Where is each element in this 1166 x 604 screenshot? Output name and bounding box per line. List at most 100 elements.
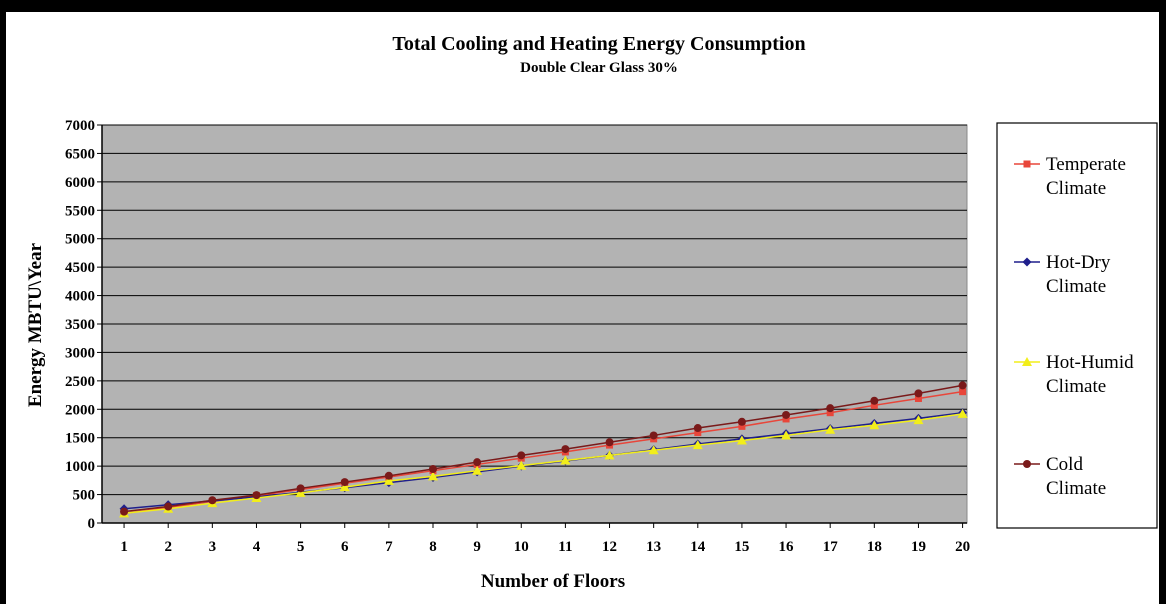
data-point: [648, 445, 659, 455]
y-tick-label: 3500: [65, 317, 95, 333]
x-tick-label: 1: [120, 539, 128, 555]
x-tick-label: 12: [602, 539, 617, 555]
data-point: [959, 388, 967, 396]
y-tick-label: 5500: [65, 203, 95, 219]
x-tick-label: 8: [429, 539, 437, 555]
data-point: [958, 381, 967, 390]
data-point: [164, 502, 173, 511]
data-point: [737, 417, 746, 426]
y-tick-label: 7000: [65, 118, 95, 134]
data-point: [252, 491, 261, 500]
data-point: [694, 429, 702, 437]
data-point: [914, 394, 922, 402]
x-tick-label: 19: [911, 539, 926, 555]
y-tick-label: 1000: [65, 459, 95, 475]
series-cold-climate: [120, 381, 967, 516]
x-tick-label: 3: [209, 539, 217, 555]
y-tick-label: 6500: [65, 146, 95, 162]
data-point: [649, 431, 658, 440]
x-tick-label: 18: [867, 539, 882, 555]
data-point: [870, 401, 878, 409]
y-axis-label: Energy MBTU\Year: [25, 242, 46, 407]
x-tick-label: 10: [514, 539, 529, 555]
legend-item-hot-humid-climate: Hot-Humid Climate: [1014, 352, 1134, 397]
x-tick-label: 15: [734, 539, 749, 555]
data-point: [826, 404, 835, 413]
data-point: [826, 409, 834, 417]
x-tick-label: 14: [690, 539, 706, 555]
data-point: [605, 438, 614, 447]
data-point: [472, 465, 483, 475]
data-point: [738, 422, 746, 430]
data-point: [516, 460, 527, 470]
data-point: [295, 487, 306, 497]
legend-item-cold-climate: Cold Climate: [1014, 454, 1106, 499]
x-axis-label: Number of Floors: [481, 571, 625, 592]
data-point: [383, 475, 394, 485]
legend-box: [996, 122, 1158, 529]
x-tick-label: 5: [297, 539, 305, 555]
x-tick-label: 11: [558, 539, 572, 555]
legend-swatch-marker: [1023, 160, 1031, 168]
x-tick-label: 6: [341, 539, 349, 555]
x-tick-label: 9: [473, 539, 481, 555]
y-tick-label: 2000: [65, 402, 95, 418]
data-point: [473, 458, 482, 467]
data-point: [957, 408, 968, 418]
plot-area: 0 500 1000 1500 2000 2500 3000 3500 4000 4500 5000…: [65, 118, 970, 555]
legend-label: Hot-Dry: [1046, 252, 1111, 273]
legend-label: Climate: [1046, 178, 1106, 199]
data-point: [561, 445, 570, 454]
data-point: [782, 410, 791, 419]
y-tick-label: 2500: [65, 374, 95, 390]
chart-subtitle: Double Clear Glass 30%: [520, 60, 678, 76]
legend-label: Temperate: [1046, 154, 1126, 175]
data-point: [427, 471, 438, 481]
x-tick-label: 2: [164, 539, 172, 555]
data-point: [693, 424, 702, 433]
legend-label: Hot-Humid: [1046, 352, 1134, 373]
data-point: [428, 464, 437, 473]
legend-item-temperate-climate: Temperate Climate: [1014, 154, 1126, 199]
x-tick-label: 16: [779, 539, 795, 555]
legend-swatch-marker: [1022, 257, 1032, 267]
legend-swatch-marker: [1023, 460, 1031, 468]
y-tick-label: 6000: [65, 175, 95, 191]
series-line: [123, 384, 963, 513]
y-tick-label: 4000: [65, 289, 95, 305]
x-tick-label: 4: [253, 539, 261, 555]
y-tick-label: 5000: [65, 232, 95, 248]
chart-title: Total Cooling and Heating Energy Consump…: [392, 33, 805, 55]
y-tick-label: 4500: [65, 260, 95, 276]
data-point: [781, 430, 792, 440]
data-point: [736, 435, 747, 445]
x-tick-label: 13: [646, 539, 661, 555]
legend: Temperate Climate Hot-Dry Climate Hot-Humid C…: [996, 122, 1158, 529]
data-point: [913, 415, 924, 425]
data-point: [517, 451, 526, 460]
legend-label: Climate: [1046, 478, 1106, 499]
data-point: [560, 455, 571, 465]
legend-label: Cold: [1046, 454, 1083, 475]
data-point: [825, 424, 836, 434]
legend-swatch-marker: [1022, 357, 1032, 366]
legend-label: Climate: [1046, 376, 1106, 397]
data-point: [869, 420, 880, 430]
legend-label: Climate: [1046, 276, 1106, 297]
data-point: [604, 450, 615, 460]
data-point: [208, 496, 217, 505]
x-tick-label: 7: [385, 539, 393, 555]
data-point: [384, 471, 393, 480]
data-point: [870, 396, 879, 405]
y-tick-label: 500: [73, 488, 96, 504]
data-point: [914, 389, 923, 398]
data-point: [692, 440, 703, 450]
data-point: [120, 507, 129, 516]
data-point: [339, 482, 350, 492]
data-point: [296, 484, 305, 493]
y-tick-label: 1500: [65, 431, 95, 447]
series-line: [123, 413, 963, 515]
y-tick-label: 3000: [65, 345, 95, 361]
x-tick-label: 20: [955, 539, 970, 555]
